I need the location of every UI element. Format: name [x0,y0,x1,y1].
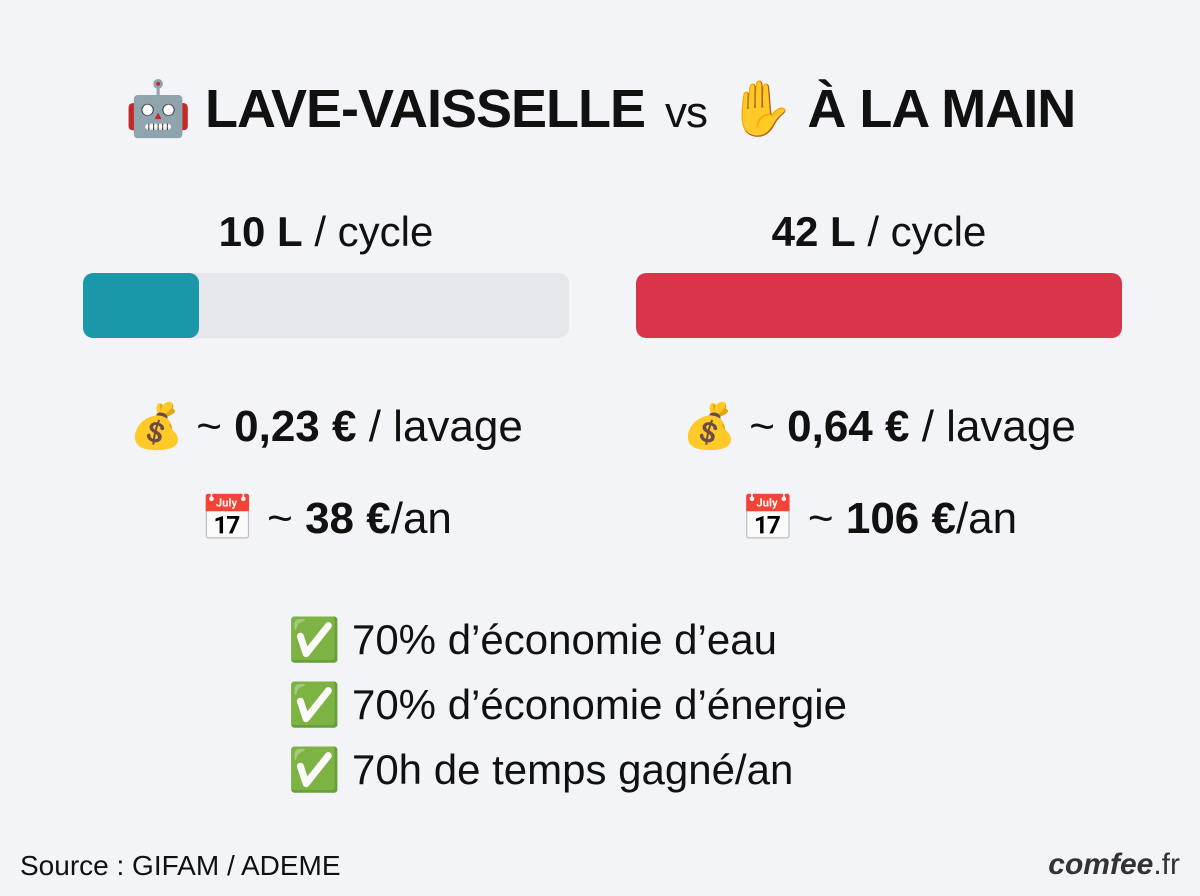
icon: 📅 [740,494,796,543]
bar [83,273,199,338]
check-icon: ✅ [288,746,341,793]
benefit-text: 70% d’économie d’eau [351,616,777,663]
cost-line: 💰 ~ 0,23 € / lavage [83,400,569,452]
bar-track [636,273,1122,338]
check-icon: ✅ [288,681,341,728]
icon: 📅 [200,494,255,543]
volume-label: 42 L / cycle [636,208,1122,264]
source: Source : GIFAM / ADEME [20,850,341,881]
volume: 10 [218,208,266,255]
tilde: ~ [807,494,834,543]
bar-track [83,273,569,338]
title-right: À LA MAIN [807,79,1076,139]
yearly-line: 📅 ~ 38 €/an [83,492,569,544]
icon: ✋ [727,79,794,139]
benefits: ✅ 70% d’économie d’eau ✅ 70% d’économie d… [288,616,847,811]
brand-name: comfee [1048,848,1154,881]
check-icon: ✅ [288,616,341,663]
benefit-text: 70% d’économie d’énergie [351,681,847,728]
icon: 💰 [129,402,184,451]
title: 🤖 LAVE-VAISSELLE vs ✋ À LA MAIN [0,78,1200,141]
benefit: ✅ 70% d’économie d’eau [288,616,847,681]
yearly: 38 € [305,494,391,543]
per-wash: / lavage [368,402,523,451]
benefit: ✅ 70h de temps gagné/an [288,746,847,811]
volume-unit: L [830,208,856,255]
icon: 🤖 [124,79,192,139]
cost-line: 💰 ~ 0,64 € / lavage [636,400,1122,452]
brand-suffix: .fr [1153,848,1180,881]
tilde: ~ [267,494,293,543]
title-left: LAVE-VAISSELLE [204,79,646,139]
icon: 💰 [682,402,737,451]
brand: comfee.fr [1048,848,1180,882]
cost: 0,64 € [787,402,910,451]
tilde: ~ [749,402,775,451]
column: 42 L / cycle 💰 ~ 0,64 € / lavage 📅 ~ 106 €… [636,208,1122,544]
per-cycle: / cycle [867,208,987,255]
title-vs: vs [665,88,708,137]
yearly: 106 € [845,494,956,543]
column: 10 L / cycle 💰 ~ 0,23 € / lavage 📅 ~ 38 €/… [83,208,569,544]
per-year: /an [390,494,452,543]
benefit-text: 70h de temps gagné/an [351,746,794,793]
benefit: ✅ 70% d’économie d’énergie [288,681,847,746]
volume-label: 10 L / cycle [83,208,569,264]
per-cycle: / cycle [314,208,434,255]
tilde: ~ [196,402,222,451]
bar [636,273,1122,338]
per-year: /an [955,494,1018,543]
per-wash: / lavage [921,402,1076,451]
cost: 0,23 € [234,402,357,451]
yearly-line: 📅 ~ 106 €/an [636,492,1122,544]
volume: 42 [771,208,819,255]
volume-unit: L [277,208,303,255]
